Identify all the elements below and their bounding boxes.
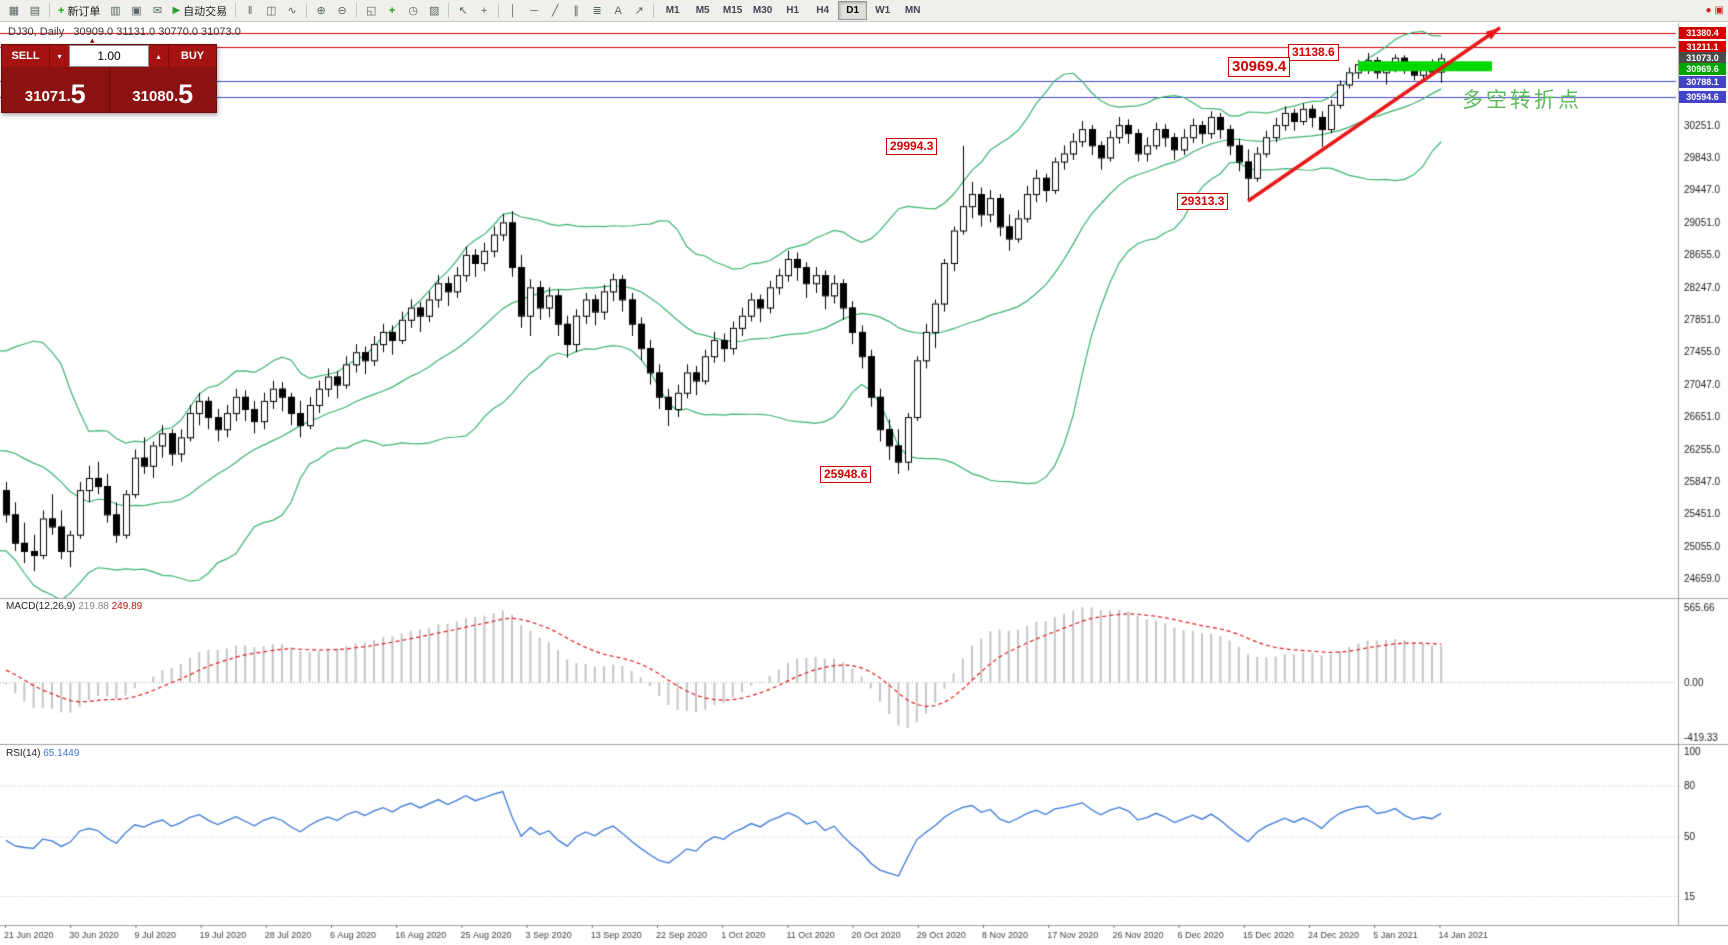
timeframe-w1[interactable]: W1 bbox=[875, 5, 891, 16]
toolbar-separator bbox=[498, 3, 500, 18]
buy-button[interactable]: BUY bbox=[168, 45, 216, 67]
text-icon[interactable]: A bbox=[608, 2, 628, 20]
charts-window-icon[interactable]: ▦ bbox=[4, 2, 24, 20]
tile-windows-icon[interactable]: ◱ bbox=[361, 2, 381, 20]
price-label-29994: 29994.3 bbox=[886, 138, 938, 155]
zoom-in-icon[interactable]: ⊕ bbox=[311, 2, 331, 20]
cursor-icon[interactable]: ↖ bbox=[453, 2, 473, 20]
timeframe-mn[interactable]: MN bbox=[904, 5, 921, 16]
price-label-29313: 29313.3 bbox=[1177, 193, 1229, 210]
volume-up-icon[interactable]: ▴ bbox=[149, 45, 168, 67]
plus-icon: + bbox=[58, 4, 65, 17]
toolbar: ▦ ▤ + 新订单 ▥ ▣ ✉ ▶ 自动交易 ‖ ◫ ∿ ⊕ ⊖ ◱ + ◷ ▨… bbox=[0, 0, 1728, 22]
play-icon: ▶ bbox=[172, 5, 181, 16]
candlestick-type-icon[interactable]: ◫ bbox=[261, 2, 281, 20]
timeframe-d1[interactable]: D1 bbox=[838, 1, 868, 20]
price-tag-support-1: 30788.1 bbox=[1679, 76, 1726, 88]
volume-input[interactable]: 1.00 bbox=[69, 45, 149, 67]
macd-value: 219.88 bbox=[78, 601, 109, 612]
autotrading-label: 自动交易 bbox=[183, 5, 228, 18]
rsi-indicator-label: RSI(14) 65.1449 bbox=[6, 748, 79, 759]
price-divider bbox=[108, 67, 110, 112]
zoom-out-icon[interactable]: ⊖ bbox=[332, 2, 352, 20]
toolbar-right-group: ● ▣ bbox=[1706, 5, 1725, 16]
collapse-arrow-icon[interactable]: ▴ bbox=[90, 35, 95, 45]
new-order-label: 新订单 bbox=[67, 5, 101, 18]
price-tag-resistance-1: 31380.4 bbox=[1679, 27, 1726, 39]
macd-name: MACD(12,26,9) bbox=[6, 601, 76, 612]
timeframe-m15[interactable]: M15 bbox=[722, 5, 743, 16]
rsi-value: 65.1449 bbox=[43, 748, 80, 759]
new-order-button[interactable]: + 新订单 bbox=[54, 2, 104, 20]
timeframe-m1[interactable]: M1 bbox=[665, 5, 680, 16]
chart-profile-icon[interactable]: ▤ bbox=[25, 2, 45, 20]
toolbar-separator bbox=[235, 3, 237, 18]
chart-symbol-title: DJ30, Daily 30909.0 31131.0 30770.0 3107… bbox=[8, 26, 241, 38]
toolbar-separator bbox=[653, 3, 655, 18]
sell-price[interactable]: 31071. 5 bbox=[24, 79, 86, 109]
sell-button[interactable]: SELL bbox=[2, 45, 50, 67]
price-tag-resistance-2: 31211.1 bbox=[1679, 41, 1726, 53]
timeframe-m5[interactable]: M5 bbox=[695, 5, 710, 16]
arrow-object-icon[interactable]: ↗ bbox=[629, 2, 649, 20]
trendline-icon[interactable]: ╱ bbox=[545, 2, 565, 20]
trade-panel-prices: 31071. 5 31080. 5 bbox=[2, 67, 216, 112]
price-label-31138: 31138.6 bbox=[1288, 44, 1339, 61]
periods-icon[interactable]: ◷ bbox=[403, 2, 423, 20]
navigator-icon[interactable]: ▣ bbox=[126, 2, 146, 20]
price-tag-support-zone: 30969.6 bbox=[1679, 63, 1726, 75]
market-watch-icon[interactable]: ▥ bbox=[105, 2, 125, 20]
price-tag-current: 31073.0 bbox=[1679, 52, 1726, 64]
turning-point-note: 多空转折点 bbox=[1462, 89, 1582, 112]
bar-chart-type-icon[interactable]: ‖ bbox=[240, 2, 260, 20]
buy-price[interactable]: 31080. 5 bbox=[132, 79, 194, 109]
price-tag-support-2: 30594.6 bbox=[1679, 91, 1726, 103]
fibonacci-icon[interactable]: ≣ bbox=[587, 2, 607, 20]
macd-signal-value: 249.89 bbox=[111, 601, 143, 612]
timeframe-h1[interactable]: H1 bbox=[786, 5, 800, 16]
rsi-name: RSI(14) bbox=[6, 748, 41, 759]
one-click-trading-panel: ▴ SELL ▾ 1.00 ▴ BUY 31071. 5 31080. 5 bbox=[1, 36, 217, 113]
line-chart-type-icon[interactable]: ∿ bbox=[282, 2, 302, 20]
mail-icon[interactable]: ▣ bbox=[1714, 5, 1724, 16]
vertical-line-icon[interactable]: │ bbox=[503, 2, 523, 20]
toolbar-separator bbox=[49, 3, 50, 18]
toolbar-separator bbox=[356, 3, 358, 18]
price-label-30969: 30969.4 bbox=[1228, 57, 1291, 77]
alerts-icon[interactable]: ● bbox=[1705, 5, 1712, 16]
timeframe-m30[interactable]: M30 bbox=[752, 5, 773, 16]
indicators-icon[interactable]: + bbox=[382, 2, 402, 20]
price-label-25948: 25948.6 bbox=[820, 466, 872, 483]
channel-icon[interactable]: ∥ bbox=[566, 2, 586, 20]
crosshair-icon[interactable]: + bbox=[474, 2, 494, 20]
trade-panel-controls: SELL ▾ 1.00 ▴ BUY bbox=[2, 45, 216, 67]
horizontal-line-icon[interactable]: ─ bbox=[524, 2, 544, 20]
toolbar-separator bbox=[306, 3, 308, 18]
volume-dropdown-icon[interactable]: ▾ bbox=[50, 45, 69, 67]
autotrading-button[interactable]: ▶ 自动交易 bbox=[168, 2, 231, 20]
toolbar-separator bbox=[448, 3, 450, 18]
terminal-icon[interactable]: ✉ bbox=[147, 2, 167, 20]
timeframe-h4[interactable]: H4 bbox=[816, 5, 830, 16]
templates-icon[interactable]: ▨ bbox=[424, 2, 444, 20]
macd-indicator-label: MACD(12,26,9) 219.88 249.89 bbox=[6, 601, 142, 612]
